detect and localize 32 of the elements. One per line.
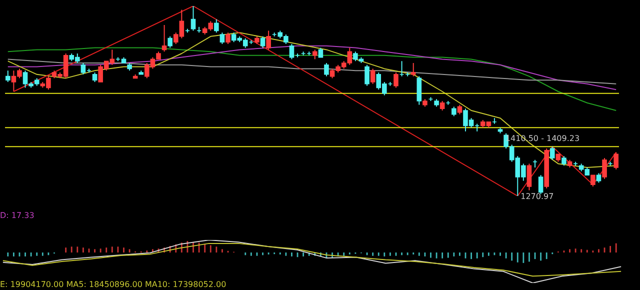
text: D: 17.33 [0, 211, 34, 220]
candlestick [452, 106, 456, 117]
candlestick [538, 174, 544, 195]
annotation: 1270.97 [520, 192, 554, 201]
candlestick [550, 146, 555, 160]
candlestick [324, 62, 329, 77]
candlestick [526, 163, 532, 191]
candlestick [394, 72, 398, 88]
candlestick [92, 72, 98, 82]
candlestick [162, 24, 167, 52]
candlestick [312, 49, 318, 60]
candlestick [562, 156, 566, 166]
candlestick [168, 36, 172, 48]
candlestick [260, 36, 266, 48]
candlestick [266, 30, 271, 50]
candlestick [220, 32, 225, 44]
candlestick [440, 100, 445, 111]
candlestick [364, 64, 370, 86]
candlestick [190, 6, 196, 32]
annotation: E: 19904170.00 MA5: 18450896.00 MA10: 17398052.00 [0, 280, 226, 289]
candlestick [214, 18, 219, 34]
candlestick [410, 62, 416, 77]
candlestick [318, 47, 324, 58]
candlestick [226, 32, 230, 44]
candlestick [596, 172, 602, 184]
candlestick [614, 152, 619, 170]
candlestick [5, 70, 10, 82]
candlestick [370, 68, 376, 84]
candlestick [416, 76, 422, 106]
candlestick [602, 158, 607, 180]
candlestick [457, 104, 462, 115]
candlestick [590, 174, 596, 187]
